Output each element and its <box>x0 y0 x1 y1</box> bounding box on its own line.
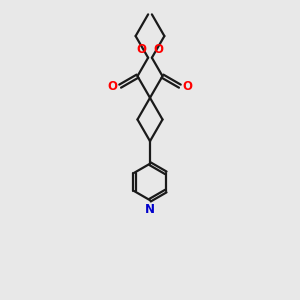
Text: N: N <box>145 202 155 216</box>
Text: O: O <box>108 80 118 93</box>
Text: O: O <box>137 43 147 56</box>
Text: O: O <box>182 80 192 93</box>
Text: O: O <box>153 43 163 56</box>
